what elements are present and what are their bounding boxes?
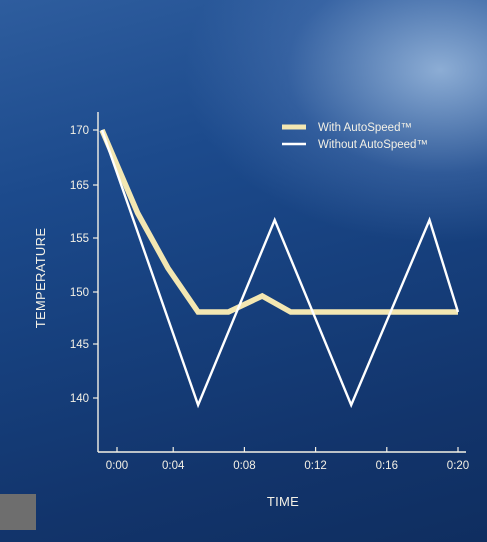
x-axis-title: TIME — [267, 494, 299, 509]
x-tick-label: 0:16 — [376, 460, 398, 472]
legend-label: Without AutoSpeed™ — [318, 139, 428, 151]
y-axis-title: TEMPERATURE — [33, 228, 48, 329]
y-tick-label: 170 — [70, 125, 89, 137]
x-tick-label: 0:00 — [106, 460, 128, 472]
legend-label: With AutoSpeed™ — [318, 122, 412, 134]
y-tick-label: 150 — [70, 287, 89, 299]
x-tick-label: 0:04 — [162, 460, 185, 472]
series-line-with-autospeed — [99, 128, 458, 315]
y-tick-label: 155 — [70, 233, 89, 245]
corner-square — [0, 494, 36, 530]
y-tick-label: 145 — [70, 339, 89, 351]
y-tick-label: 140 — [70, 393, 89, 405]
series-line-without-autospeed — [100, 129, 460, 409]
x-tick-label: 0:12 — [304, 460, 326, 472]
y-tick-label: 165 — [70, 180, 89, 192]
x-tick-label: 0:20 — [447, 460, 469, 472]
x-tick-label: 0:08 — [233, 460, 255, 472]
